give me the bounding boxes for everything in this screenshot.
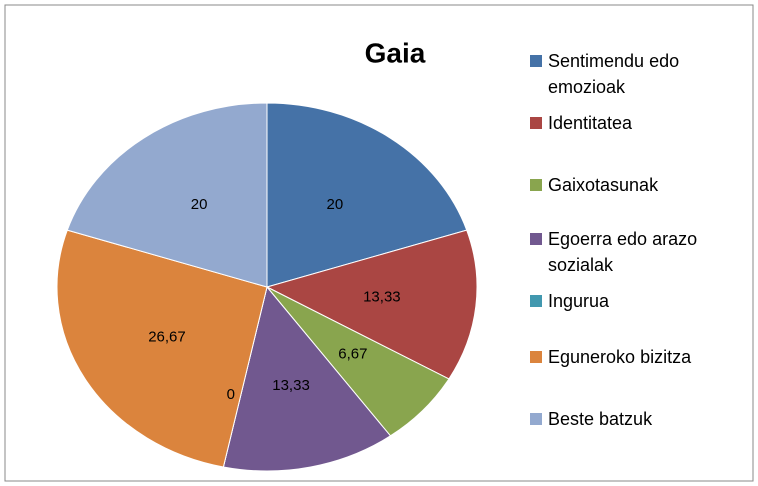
legend-label: Ingurua	[548, 291, 610, 311]
chart-title: Gaia	[365, 37, 426, 68]
legend-label: Identitatea	[548, 113, 633, 133]
pie-slice	[56, 229, 268, 468]
pie-slice	[222, 285, 392, 472]
data-label: 13,33	[363, 289, 401, 306]
legend-swatch	[530, 55, 542, 67]
legend-label: Egoerra edo arazo sozialak	[548, 229, 698, 275]
legend-swatch	[530, 351, 542, 363]
pie-slice	[66, 102, 268, 288]
data-label: 20	[191, 196, 208, 213]
legend-item: Identitatea	[530, 110, 745, 136]
legend-item: Beste batzuk	[530, 406, 745, 432]
legend-label: Beste batzuk	[548, 409, 653, 429]
legend-swatch	[530, 117, 542, 129]
legend-item: Sentimendu edo emozioak	[530, 48, 745, 100]
data-label: 20	[327, 196, 344, 213]
legend-swatch	[530, 295, 542, 307]
legend-swatch	[530, 413, 542, 425]
legend-swatch	[530, 233, 542, 245]
legend-item: Ingurua	[530, 288, 745, 314]
legend-swatch	[530, 179, 542, 191]
pie-slice	[265, 229, 478, 380]
data-label: 13,33	[272, 377, 310, 394]
data-label: 6,67	[338, 346, 367, 363]
data-label: 0	[227, 386, 235, 403]
pie-slice	[266, 102, 468, 288]
legend-item: Egoerra edo arazo sozialak	[530, 226, 745, 278]
legend-label: Sentimendu edo emozioak	[548, 51, 680, 97]
legend-label: Gaixotasunak	[548, 175, 659, 195]
data-label: 26,67	[148, 329, 186, 346]
legend-item: Gaixotasunak	[530, 172, 745, 198]
legend-item: Eguneroko bizitza	[530, 344, 745, 370]
legend-label: Eguneroko bizitza	[548, 347, 692, 367]
